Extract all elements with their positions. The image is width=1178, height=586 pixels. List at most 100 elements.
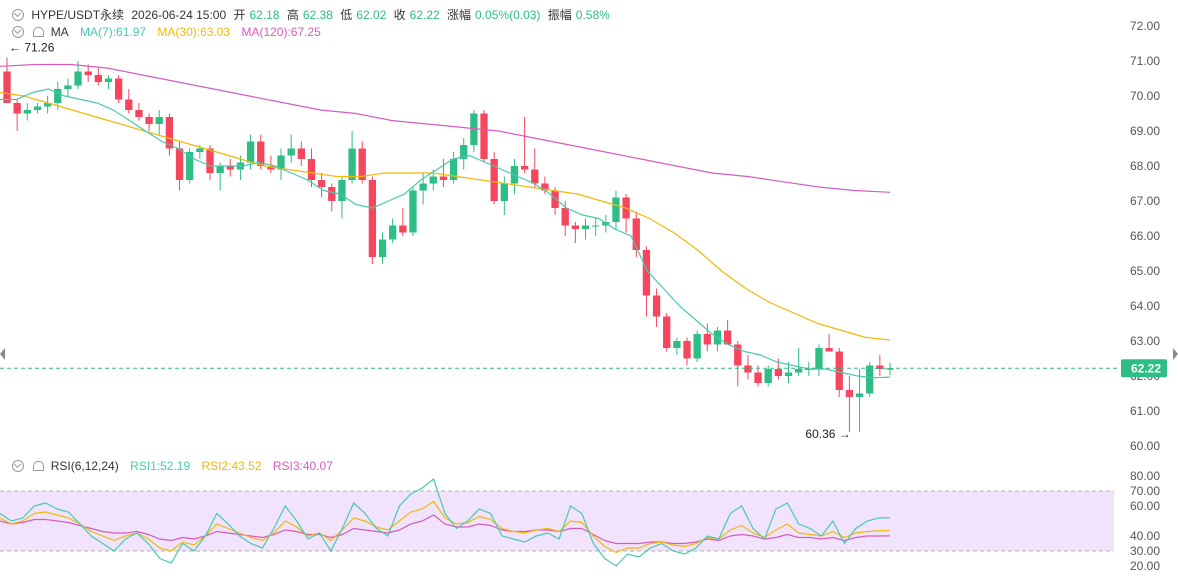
rsi3-value: RSI3:40.07 bbox=[272, 459, 333, 473]
collapse-rsi-icon[interactable] bbox=[12, 460, 24, 472]
open-value: 62.18 bbox=[249, 8, 280, 22]
candle-down bbox=[642, 250, 651, 296]
rsi2-value: RSI2:43.52 bbox=[201, 459, 262, 473]
candle-up bbox=[389, 225, 397, 240]
price-tick-label: 63.00 bbox=[1130, 334, 1160, 348]
candle-up bbox=[338, 180, 346, 201]
candle-datetime: 2026-06-24 15:00 bbox=[131, 8, 227, 22]
rsi-legend: RSI(6,12,24) RSI1:52.19 RSI2:43.52 RSI3:… bbox=[12, 459, 341, 473]
candle-down bbox=[267, 166, 275, 170]
candle-down bbox=[825, 348, 833, 352]
price-tick-label: 66.00 bbox=[1130, 229, 1160, 243]
candle-down bbox=[307, 159, 316, 180]
max-price-marker: ← 71.26 bbox=[9, 41, 55, 55]
scroll-right-icon[interactable] bbox=[1173, 348, 1178, 360]
candle-down bbox=[876, 365, 884, 369]
candle-up bbox=[866, 365, 874, 394]
candle-up bbox=[246, 141, 255, 163]
rsi2-line bbox=[0, 500, 891, 554]
ohlc-header: HYPE/USDT永续 2026-06-24 15:00 开 62.18 高 62.… bbox=[12, 6, 614, 23]
amplitude-value: 0.58% bbox=[575, 8, 610, 22]
candle-down bbox=[145, 117, 153, 124]
ma7-line bbox=[0, 88, 891, 379]
candle-down bbox=[480, 113, 488, 159]
candle-down bbox=[561, 208, 569, 226]
candle-up bbox=[64, 85, 72, 89]
rsi-tick-label: 20.00 bbox=[1130, 559, 1160, 573]
rsi-title[interactable]: RSI(6,12,24) bbox=[50, 459, 119, 473]
last-price-badge bbox=[1121, 359, 1167, 378]
candle-down bbox=[165, 117, 174, 149]
candle-down bbox=[663, 316, 671, 348]
candle-down bbox=[84, 71, 92, 75]
candle-down bbox=[94, 75, 102, 82]
price-tick-label: 60.00 bbox=[1130, 439, 1160, 453]
high-label: 高 bbox=[286, 8, 299, 22]
last-price-label: 62.22 bbox=[1131, 361, 1161, 375]
ma30-value: MA(30):63.03 bbox=[157, 25, 231, 39]
price-tick-label: 69.00 bbox=[1130, 124, 1160, 138]
collapse-ma-icon[interactable] bbox=[12, 26, 24, 38]
candle-up bbox=[378, 239, 387, 257]
candle-up bbox=[186, 152, 194, 180]
price-tick-label: 70.00 bbox=[1130, 89, 1160, 103]
rsi-tick-label: 40.00 bbox=[1130, 529, 1160, 543]
candle-down bbox=[734, 344, 742, 366]
candle-up bbox=[409, 190, 417, 233]
change-label: 涨幅 bbox=[447, 8, 472, 22]
candle-up bbox=[581, 225, 590, 229]
candle-down bbox=[845, 390, 854, 397]
price-tick-label: 71.00 bbox=[1130, 54, 1160, 68]
candle-down bbox=[175, 148, 184, 180]
candle-down bbox=[399, 225, 407, 233]
candle-down bbox=[632, 218, 640, 250]
symbol-name: HYPE/USDT永续 bbox=[31, 8, 125, 22]
scroll-left-icon[interactable] bbox=[0, 348, 5, 360]
candle-down bbox=[683, 341, 691, 359]
candle-up bbox=[287, 148, 295, 156]
alert-bell-icon[interactable] bbox=[33, 27, 45, 37]
candle-down bbox=[257, 141, 265, 166]
candle-down bbox=[297, 148, 305, 159]
candle-down bbox=[226, 166, 234, 170]
collapse-icon[interactable] bbox=[12, 9, 24, 21]
candle-down bbox=[531, 169, 539, 184]
ma7-value: MA(7):61.97 bbox=[80, 25, 147, 39]
low-value: 62.02 bbox=[356, 8, 387, 22]
candle-down bbox=[490, 159, 498, 201]
high-value: 62.38 bbox=[302, 8, 333, 22]
candle-up bbox=[43, 103, 52, 107]
rsi-band bbox=[0, 491, 1114, 551]
amplitude-label: 振幅 bbox=[547, 8, 572, 22]
candle-up bbox=[216, 166, 224, 173]
candle-down bbox=[835, 351, 843, 390]
ma120-value: MA(120):67.25 bbox=[241, 25, 321, 39]
rsi-tick-label: 80.00 bbox=[1130, 469, 1160, 483]
rsi1-value: RSI1:52.19 bbox=[130, 459, 191, 473]
change-value: 0.05%(0.03) bbox=[475, 8, 541, 22]
rsi3-line bbox=[0, 514, 891, 545]
candle-down bbox=[744, 365, 752, 373]
rsi1-line bbox=[0, 477, 891, 567]
ma-title[interactable]: MA bbox=[50, 25, 69, 39]
candle-down bbox=[652, 295, 661, 317]
candle-up bbox=[155, 117, 163, 124]
candle-up bbox=[23, 110, 31, 114]
candle-up bbox=[460, 145, 468, 159]
rsi-alert-bell-icon[interactable] bbox=[33, 461, 45, 471]
candle-up bbox=[196, 148, 204, 152]
candle-up bbox=[54, 89, 62, 103]
candle-up bbox=[592, 225, 600, 227]
low-label: 低 bbox=[340, 8, 353, 22]
candle-down bbox=[368, 180, 377, 257]
candle-up bbox=[612, 197, 620, 222]
candle-down bbox=[114, 78, 123, 100]
rsi-tick-label: 30.00 bbox=[1130, 544, 1160, 558]
candle-up bbox=[104, 78, 113, 82]
candle-up bbox=[673, 341, 681, 348]
close-label: 收 bbox=[393, 8, 406, 22]
candle-up bbox=[815, 348, 823, 369]
candle-up bbox=[886, 368, 894, 370]
